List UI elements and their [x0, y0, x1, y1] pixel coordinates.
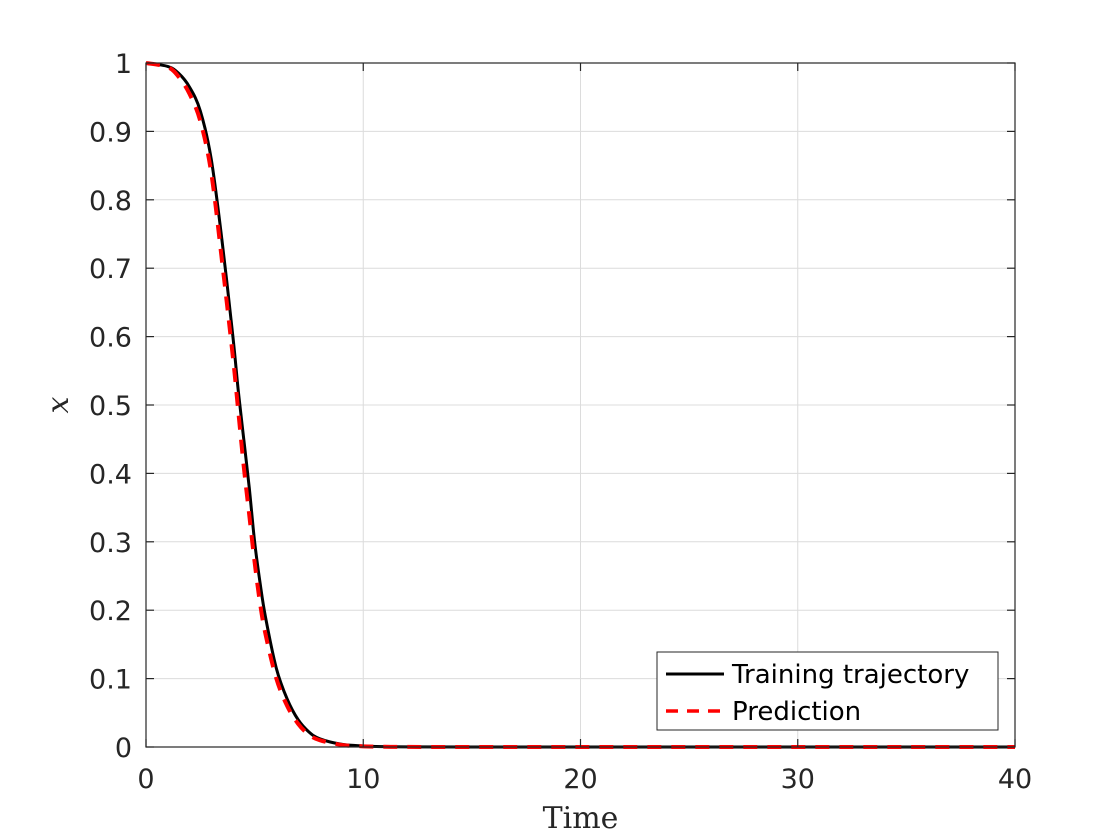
y-tick-label: 0.6	[89, 323, 132, 354]
y-tick-label: 0.3	[89, 528, 132, 559]
y-tick-label: 1	[115, 49, 132, 80]
x-tick-label: 30	[781, 764, 815, 795]
legend-label-training: Training trajectory	[731, 660, 969, 690]
x-tick-label: 20	[563, 764, 597, 795]
legend: Training trajectory Prediction	[656, 651, 999, 731]
x-tick-label: 10	[346, 764, 380, 795]
y-tick-label: 0.4	[89, 459, 132, 490]
y-tick-label: 0	[115, 733, 132, 764]
y-axis-label: x	[41, 396, 76, 413]
x-tick-label: 40	[998, 764, 1032, 795]
y-tick-label: 0.1	[89, 665, 132, 696]
y-tick-label: 0.7	[89, 254, 132, 285]
y-tick-label: 0.2	[89, 596, 132, 627]
legend-box	[656, 651, 999, 731]
x-axis-label: Time	[543, 801, 619, 836]
axis-ticks: 0 10 20 30 40 0 0.1 0.2 0.3 0.4 0.5 0.6 0.7 0.8 0.9 1	[89, 49, 1032, 795]
y-tick-label: 0.8	[89, 186, 132, 217]
legend-label-prediction: Prediction	[732, 697, 861, 727]
y-tick-label: 0.9	[89, 117, 132, 148]
x-tick-label: 0	[137, 764, 154, 795]
y-tick-label: 0.5	[89, 391, 132, 422]
